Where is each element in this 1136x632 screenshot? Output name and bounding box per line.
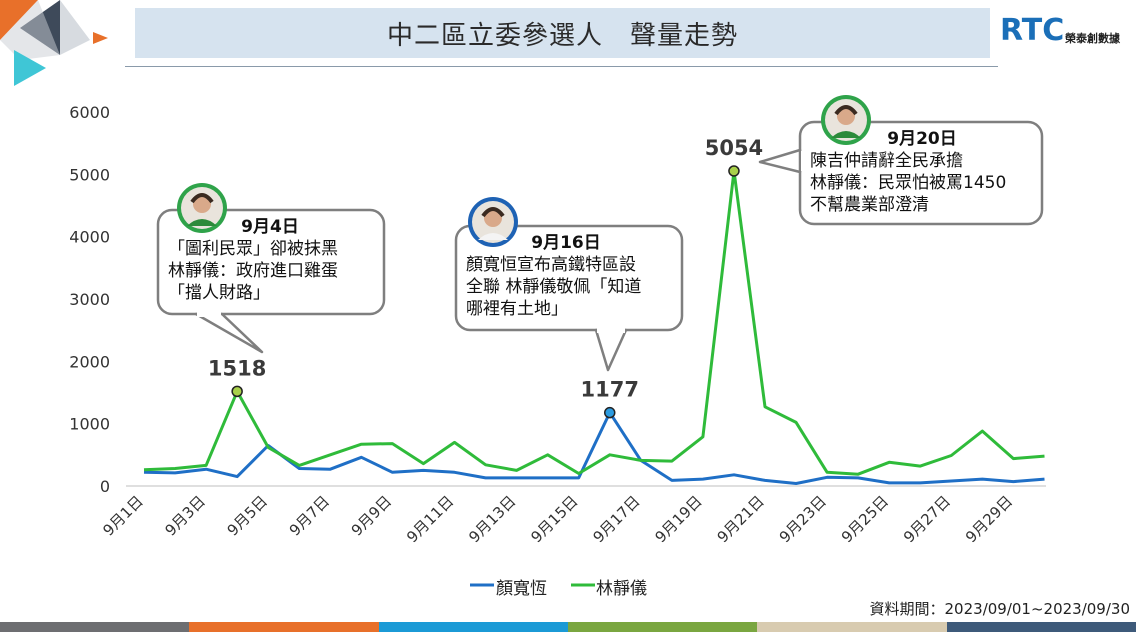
avatar-body [187, 219, 217, 226]
callout-text-line: 不幫農業部澄清 [810, 195, 929, 215]
peak-value-label: 1518 [208, 356, 266, 380]
callout-text-line: 哪裡有土地」 [466, 299, 568, 319]
x-tick-label: 9月15日 [527, 492, 581, 546]
callout-date: 9月4日 [241, 217, 299, 237]
y-tick-label: 0 [100, 477, 110, 496]
peak-value-label: 5054 [705, 136, 763, 160]
peak-marker [728, 165, 740, 177]
x-tick-label: 9月23日 [776, 492, 830, 546]
avatar-hair [834, 105, 858, 116]
callout-text-line: 陳吉仲請辭全民承擔 [810, 151, 963, 171]
bottom-color-strip [0, 622, 1136, 632]
callout-text-line: 「擋人財路」 [168, 283, 270, 303]
x-tick-label: 9月13日 [465, 492, 519, 546]
brand-logo: RTC [1000, 13, 1065, 48]
avatar-hair [190, 193, 214, 204]
legend-blue-label: 顏寬恆 [496, 579, 547, 599]
peak-marker [604, 406, 616, 419]
page-title: 中二區立委參選人 聲量走勢 [386, 20, 738, 51]
strip-segment [567, 622, 758, 632]
x-tick-label: 9月25日 [838, 492, 892, 546]
callout-tail [758, 148, 802, 174]
callout-text-line: 顏寬恒宣布高鐵特區設 [466, 255, 636, 275]
y-tick-label: 2000 [69, 352, 110, 371]
callout-tail-mask [597, 327, 625, 333]
strip-segment [946, 622, 1136, 632]
x-tick-label: 9月27日 [900, 492, 954, 546]
data-period-note: 資料期間：2023/09/01~2023/09/30 [869, 600, 1130, 618]
callout-tail-mask [197, 311, 221, 317]
callout-date: 9月20日 [887, 129, 957, 149]
callout-text-line: 林靜儀：政府進口雞蛋 [168, 261, 338, 281]
callout-text-line: 全聯 林靜儀敬佩「知道 [466, 277, 641, 297]
callout-bubble [454, 224, 684, 332]
series-line-green [143, 169, 1045, 476]
avatar-body [478, 233, 508, 240]
callout-tail [594, 328, 628, 372]
avatar-face [837, 107, 855, 125]
strip-segment [378, 622, 568, 632]
series-line-blue [143, 411, 1045, 485]
peak-marker [231, 385, 243, 398]
x-tick-label: 9月7日 [286, 492, 333, 539]
avatar-body [831, 131, 861, 138]
y-tick-label: 1000 [69, 415, 110, 434]
y-tick-label: 6000 [69, 103, 110, 122]
avatar-face [193, 195, 211, 213]
x-tick-label: 9月17日 [589, 492, 643, 546]
title-bar: 中二區立委參選人 聲量走勢 [135, 8, 990, 58]
x-tick-label: 9月21日 [714, 492, 768, 546]
peak-value-label: 1177 [581, 378, 639, 402]
callout-text-line: 林靜儀：民眾怕被罵1450 [810, 173, 1006, 193]
x-tick-label: 9月3日 [161, 492, 208, 539]
y-tick-label: 4000 [69, 228, 110, 247]
callout-tail [194, 312, 264, 354]
x-tick-label: 9月11日 [403, 492, 457, 546]
avatar-face [484, 209, 502, 227]
x-tick-label: 9月9日 [348, 492, 395, 539]
x-tick-label: 9月1日 [99, 492, 146, 539]
y-tick-label: 3000 [69, 290, 110, 309]
y-tick-label: 5000 [69, 165, 110, 184]
strip-segment [189, 622, 379, 632]
callout-tail-mask [801, 151, 805, 171]
callout-bubble [156, 208, 386, 316]
callout-text-line: 「圖利民眾」卻被抹黑 [168, 239, 338, 259]
callout-date: 9月16日 [531, 233, 601, 253]
brand-logo-subtitle: 榮泰創數據 [1065, 32, 1120, 45]
x-tick-label: 9月5日 [224, 492, 271, 539]
avatar-hair [481, 207, 505, 218]
title-divider [125, 66, 998, 67]
strip-segment [0, 622, 190, 632]
corner-logo-icon [0, 0, 108, 86]
legend-green-label: 林靜儀 [596, 579, 647, 599]
x-tick-label: 9月19日 [652, 492, 706, 546]
x-tick-label: 9月29日 [962, 492, 1016, 546]
strip-segment [757, 622, 947, 632]
